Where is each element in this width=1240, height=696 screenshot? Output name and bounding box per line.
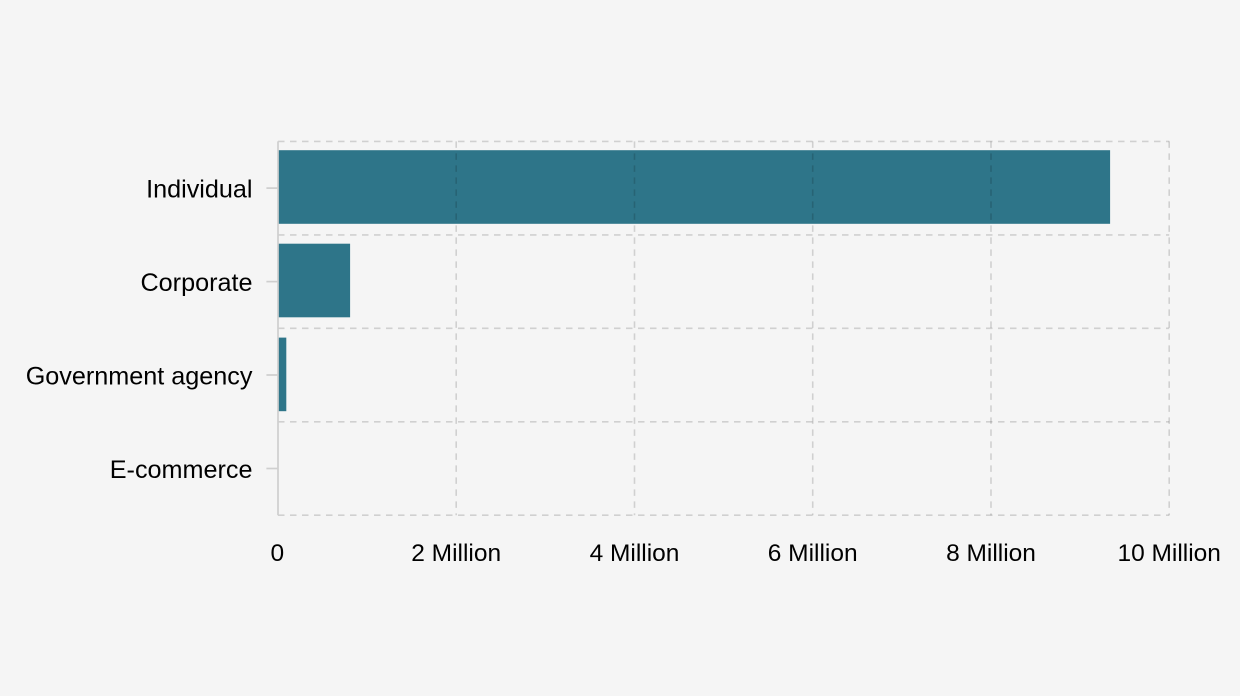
svg-text:Individual: Individual (146, 175, 252, 203)
svg-text:4 Million: 4 Million (590, 540, 680, 567)
svg-text:E-commerce: E-commerce (110, 456, 253, 484)
svg-text:6 Million: 6 Million (768, 540, 858, 567)
svg-text:2 Million: 2 Million (411, 540, 501, 567)
svg-text:Government agency: Government agency (26, 362, 253, 390)
svg-text:0: 0 (270, 540, 284, 567)
svg-text:8 Million: 8 Million (946, 540, 1036, 567)
svg-text:10 Million: 10 Million (1117, 540, 1221, 567)
svg-text:Corporate: Corporate (140, 269, 252, 297)
